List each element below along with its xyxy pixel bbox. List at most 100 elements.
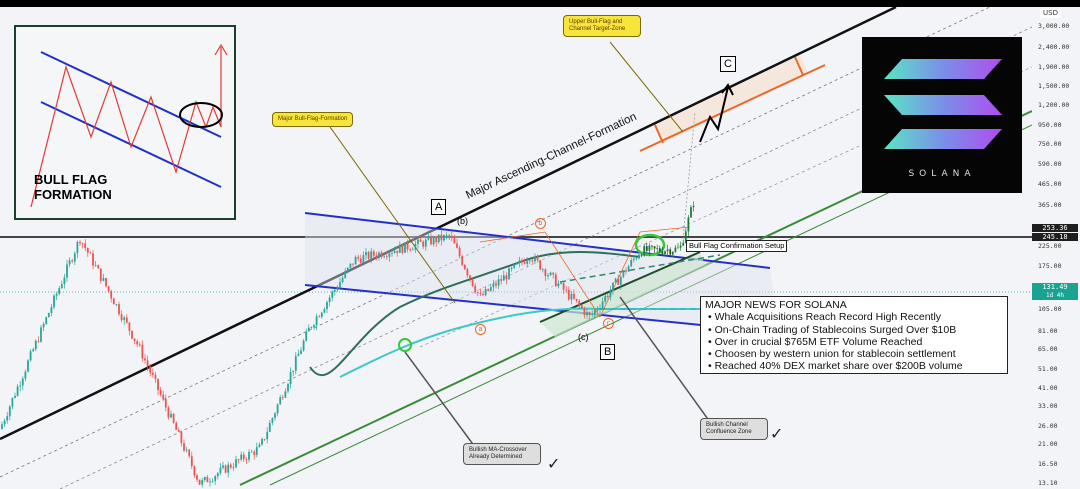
candle: [222, 465, 224, 468]
candle: [237, 459, 240, 461]
candle: [354, 256, 357, 265]
candle: [99, 268, 102, 281]
candle: [682, 242, 685, 246]
price-axis[interactable]: USD 3,000.00 2,400.00 1,900.00 1,500.00 1,20…: [1032, 7, 1080, 489]
candle: [310, 327, 313, 328]
candle: [219, 467, 222, 474]
y-tick-label: 175.00: [1038, 262, 1062, 271]
candle: [289, 371, 292, 385]
ma-crossover-circle: [398, 338, 412, 352]
candle: [427, 236, 430, 240]
candle: [76, 241, 79, 254]
candle: [250, 451, 253, 453]
y-tick-label: 1,200.00: [1038, 101, 1070, 110]
candle: [328, 297, 331, 303]
candle: [37, 340, 40, 342]
candle: [612, 282, 614, 291]
candle: [294, 356, 297, 371]
candle: [47, 313, 50, 318]
candle: [461, 256, 464, 265]
news-item: • On-Chain Trading of Stablecoins Surged…: [708, 323, 957, 336]
candle: [674, 247, 677, 252]
candle: [333, 289, 336, 292]
candle: [541, 269, 544, 271]
candle: [24, 371, 27, 379]
y-tick-label: 225.00: [1038, 242, 1062, 250]
candle: [549, 272, 552, 276]
candle: [149, 366, 152, 373]
candle: [385, 256, 388, 258]
candle: [419, 239, 422, 242]
candle: [614, 278, 617, 283]
candle: [170, 413, 172, 418]
candle: [331, 291, 334, 298]
candle: [593, 310, 596, 315]
y-tick-label: 465.00: [1038, 180, 1062, 189]
candle: [554, 274, 557, 287]
candle: [34, 340, 37, 350]
candle: [115, 304, 118, 305]
candle: [261, 439, 263, 445]
candle: [284, 391, 287, 398]
candle: [339, 282, 341, 289]
candle: [172, 413, 175, 423]
candle: [643, 246, 646, 256]
candle: [362, 255, 365, 263]
candle: [539, 260, 542, 270]
candle: [510, 267, 513, 269]
candle: [224, 465, 227, 473]
candle: [211, 481, 214, 482]
candle: [55, 293, 58, 296]
top-bar: [0, 0, 1080, 7]
candle: [125, 317, 128, 323]
candle: [547, 275, 549, 277]
candle: [227, 464, 230, 473]
price-chart[interactable]: Major Ascending-Channel-Formation ✓ ✓: [0, 7, 1032, 489]
confirmation-circle: [634, 233, 666, 257]
check-icon: ✓: [770, 424, 783, 443]
news-item: • Whale Acquisitions Reach Record High R…: [708, 311, 942, 324]
news-title: MAJOR NEWS FOR SOLANA: [705, 299, 847, 311]
candle: [177, 430, 180, 432]
target-zone: [655, 55, 808, 143]
candle: [596, 309, 599, 311]
candle: [508, 268, 510, 280]
wave-label-b-paren: (b): [457, 216, 468, 226]
candle: [664, 251, 666, 254]
candle: [287, 384, 289, 392]
y-tick-label: 1,500.00: [1038, 82, 1070, 91]
candle: [463, 264, 466, 270]
candle: [565, 289, 568, 291]
candle: [471, 278, 474, 286]
candle: [515, 263, 518, 265]
candle: [489, 287, 492, 291]
candle: [206, 476, 209, 483]
candle: [58, 288, 61, 294]
candle: [388, 253, 391, 257]
candle: [669, 249, 672, 255]
candle: [534, 256, 536, 262]
candle: [313, 325, 315, 328]
y-tick-label: 13.10: [1038, 479, 1058, 488]
candle: [632, 258, 635, 260]
candle: [661, 251, 664, 254]
candle: [625, 270, 627, 272]
candle: [606, 295, 609, 298]
candle: [497, 279, 500, 286]
candle: [484, 288, 487, 296]
y-tick-label: 26.00: [1038, 421, 1058, 430]
candle: [352, 263, 354, 265]
target-zone-right-edge: [794, 56, 804, 76]
candle: [586, 312, 588, 316]
candle: [440, 234, 443, 241]
candle: [357, 256, 360, 259]
candle: [133, 338, 136, 342]
candle: [349, 263, 352, 268]
candle: [198, 479, 201, 485]
candle: [32, 349, 35, 352]
candle: [604, 295, 607, 302]
candle: [245, 459, 248, 460]
y-tick-label: 950.00: [1038, 120, 1062, 129]
y-tick-label: 105.00: [1038, 304, 1062, 313]
candle: [367, 252, 370, 259]
